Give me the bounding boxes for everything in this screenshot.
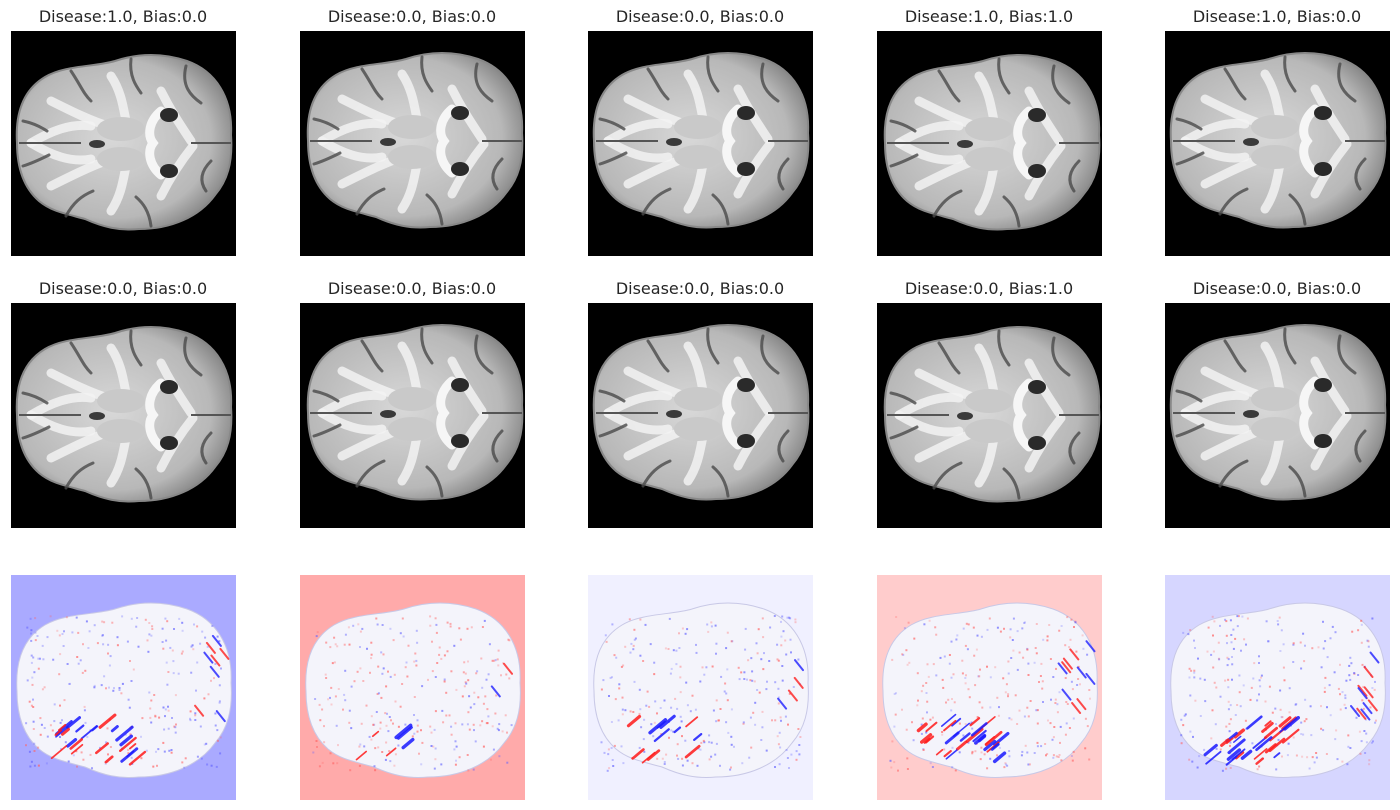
brain-mri-image (300, 31, 525, 256)
panel-title: Disease:0.0, Bias:0.0 (38, 279, 208, 298)
brain-mri-image (1165, 303, 1390, 528)
brain-mri-image (11, 31, 236, 256)
panel-title: Disease:0.0, Bias:0.0 (615, 279, 785, 298)
panel-title: Disease:0.0, Bias:0.0 (1192, 279, 1362, 298)
panel-title: Disease:1.0, Bias:1.0 (904, 7, 1074, 26)
brain-mri-image (11, 303, 236, 528)
panel-title: Disease:0.0, Bias:0.0 (327, 279, 497, 298)
difference-map-image (1165, 575, 1390, 800)
difference-map-image (877, 575, 1102, 800)
panel-title: Disease:0.0, Bias:0.0 (327, 7, 497, 26)
brain-mri-image (877, 303, 1102, 528)
panel-title: Disease:0.0, Bias:1.0 (904, 279, 1074, 298)
panel-title: Disease:1.0, Bias:0.0 (38, 7, 208, 26)
brain-mri-image (1165, 31, 1390, 256)
difference-map-image (300, 575, 525, 800)
panel-title: Disease:1.0, Bias:0.0 (1192, 7, 1362, 26)
brain-mri-image (588, 303, 813, 528)
brain-mri-image (300, 303, 525, 528)
difference-map-image (588, 575, 813, 800)
difference-map-image (11, 575, 236, 800)
brain-mri-image (877, 31, 1102, 256)
brain-mri-image (588, 31, 813, 256)
panel-title: Disease:0.0, Bias:0.0 (615, 7, 785, 26)
